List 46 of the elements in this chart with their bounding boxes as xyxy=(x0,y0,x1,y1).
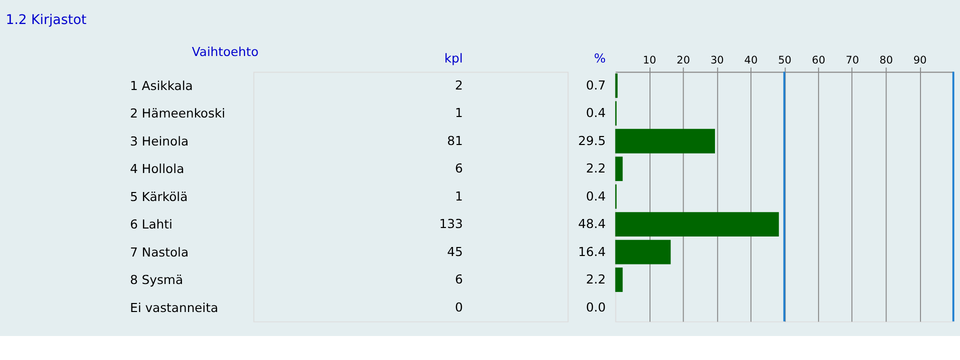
data-label: 48.4 xyxy=(578,217,606,232)
data-label: 0.4 xyxy=(586,189,606,204)
data-label: 0.4 xyxy=(586,106,606,120)
x-tick-label: 80 xyxy=(880,54,893,67)
data-label: 133 xyxy=(439,217,463,232)
bar xyxy=(615,156,623,182)
text: 1.2 Kirjastot xyxy=(6,13,86,28)
data-label: 81 xyxy=(447,134,463,148)
data-label: 1 xyxy=(454,189,463,204)
x-tick-label: 10 xyxy=(642,54,656,67)
data-label: 2.2 xyxy=(586,162,606,176)
text: Vaihtoehto xyxy=(192,45,259,60)
data-label: 0.0 xyxy=(586,300,606,314)
x-tick-label: 50 xyxy=(778,54,792,67)
category-label: 2 Hämeenkoski xyxy=(130,106,226,121)
x-tick-label: 90 xyxy=(913,54,927,67)
category-label: 5 Kärkölä xyxy=(130,190,188,204)
bar xyxy=(615,128,715,154)
data-label: 6 xyxy=(454,272,463,287)
data-label: 16.4 xyxy=(578,244,606,259)
data-label: 29.5 xyxy=(578,134,606,148)
category-label: 8 Sysmä xyxy=(130,273,184,288)
bar xyxy=(615,212,779,236)
data-label: 0.7 xyxy=(586,78,606,92)
category-label: 3 Heinola xyxy=(130,134,189,148)
category-label: 4 Hollola xyxy=(130,162,184,176)
data-label: 2 xyxy=(454,78,463,92)
x-tick-label: 20 xyxy=(676,54,690,67)
x-tick-label: 30 xyxy=(710,54,724,67)
bar xyxy=(615,240,671,264)
text: % xyxy=(594,51,606,66)
x-tick-label: 60 xyxy=(812,54,826,67)
text: kpl xyxy=(444,51,463,66)
data-label: 45 xyxy=(447,244,463,259)
category-label: 6 Lahti xyxy=(130,218,172,232)
data-label: 0 xyxy=(454,300,463,314)
bar xyxy=(615,268,623,292)
x-tick-label: 70 xyxy=(846,54,860,67)
data-label: 6 xyxy=(454,162,463,176)
data-label: 2.2 xyxy=(586,272,606,287)
data-label: 1 xyxy=(454,106,463,120)
bar xyxy=(615,73,618,98)
x-tick-label: 40 xyxy=(744,54,758,67)
category-label: Ei vastanneita xyxy=(130,300,218,315)
category-label: 1 Asikkala xyxy=(130,78,193,93)
category-label: 7 Nastola xyxy=(130,245,189,260)
